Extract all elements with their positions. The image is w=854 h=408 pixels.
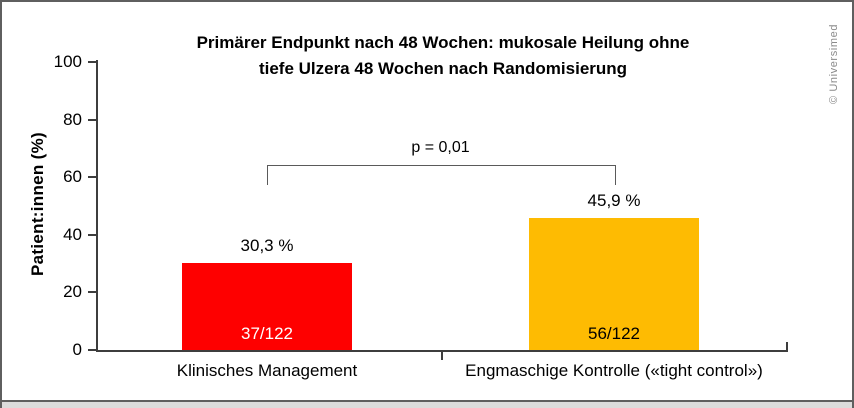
significance-bracket [267,165,616,185]
copyright-text: © Universimed [828,23,840,105]
y-tick-mark [88,119,97,121]
x-category-label-1: Klinisches Management [176,361,358,380]
chart-title-line1: Primärer Endpunkt nach 48 Wochen: mukosa… [196,33,690,52]
x-axis-middle-tick [441,351,443,360]
p-value-label: p = 0,01 [411,139,470,156]
x-category-label-2: Engmaschige Kontrolle («tight control») [465,361,763,380]
y-axis-label: Patient:innen (%) [28,132,47,276]
y-tick-mark [88,61,97,63]
y-tick-mark [88,234,97,236]
y-tick-label: 0 [72,340,82,359]
bar-fraction-label: 37/122 [241,324,293,343]
y-axis-line [96,60,98,352]
y-tick-mark [88,176,97,178]
chart-title: Primärer Endpunkt nach 48 Wochen: mukosa… [97,30,789,82]
y-tick-mark [88,291,97,293]
y-tick-label: 60 [63,167,82,186]
bar-value-label: 30,3 % [240,236,294,255]
bar-value-label: 45,9 % [587,191,641,210]
bar-klinisches-management: 37/122 [182,263,352,350]
bottom-strip [2,400,852,408]
x-axis-end-tick [786,342,788,351]
bar-fraction-label: 56/122 [588,324,640,343]
bar-group-engmaschige-kontrolle: 45,9 % 56/122 [529,2,699,350]
y-tick-label: 100 [53,52,82,71]
y-tick-label: 40 [63,225,82,244]
bar-engmaschige-kontrolle: 56/122 [529,218,699,350]
y-tick-mark [88,349,97,351]
bar-group-klinisches-management: 30,3 % 37/122 [182,2,352,350]
chart-title-line2: tiefe Ulzera 48 Wochen nach Randomisieru… [258,59,628,78]
y-tick-label: 20 [63,282,82,301]
y-tick-label: 80 [63,110,82,129]
